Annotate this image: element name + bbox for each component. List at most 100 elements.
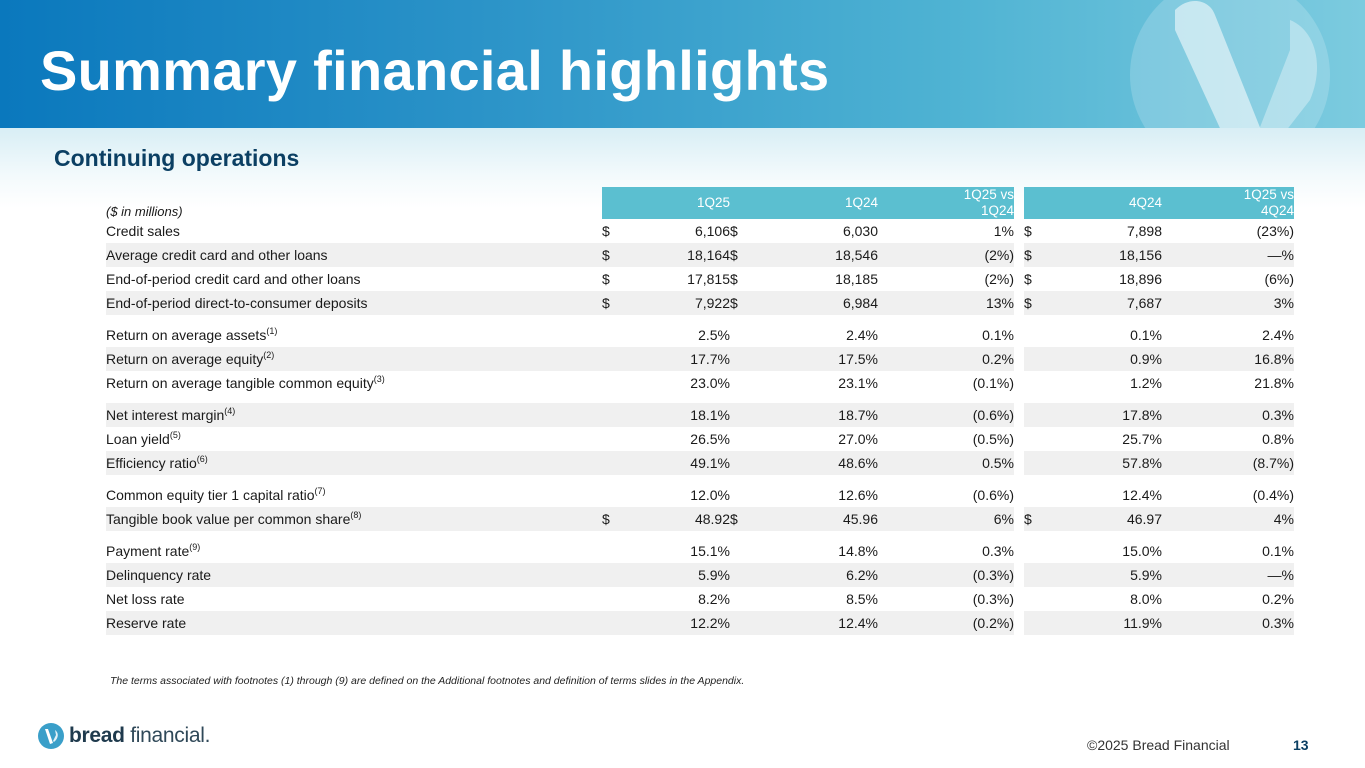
bread-financial-logo-icon xyxy=(38,723,64,749)
row-label: End-of-period direct-to-consumer deposit… xyxy=(106,291,602,315)
change-vs-4q24: 4% xyxy=(1162,507,1294,531)
change-vs-1q24: (0.2%) xyxy=(878,611,1014,635)
value-1q24: 12.6% xyxy=(838,487,878,503)
currency-symbol xyxy=(602,371,622,395)
table-row: Reserve rate 12.2% 12.4% (0.2%) 11.9% 0.3% xyxy=(106,611,1294,635)
table-row: Loan yield(5) 26.5% 27.0% (0.5%) 25.7% 0.8% xyxy=(106,427,1294,451)
value-4q24: 0.9% xyxy=(1044,347,1162,371)
currency-symbol xyxy=(730,611,750,635)
column-gap xyxy=(1014,291,1024,315)
column-gap xyxy=(1014,403,1024,427)
currency-symbol: $ xyxy=(730,507,750,531)
value-1q24: 6,984 xyxy=(750,291,878,315)
row-spacer xyxy=(106,395,1294,403)
column-gap xyxy=(1014,563,1024,587)
currency-symbol: $ xyxy=(602,223,610,239)
column-gap xyxy=(1014,483,1024,507)
change-vs-1q24: 13% xyxy=(878,291,1014,315)
currency-symbol: $ xyxy=(1024,507,1044,531)
change-vs-1q24: (2%) xyxy=(878,243,1014,267)
value-1q24: 27.0% xyxy=(838,431,878,447)
change-vs-4q24: (0.4%) xyxy=(1252,487,1294,503)
change-vs-1q24: 6% xyxy=(878,507,1014,531)
currency-symbol: $ xyxy=(1024,223,1032,239)
table-row: Common equity tier 1 capital ratio(7) 12.… xyxy=(106,483,1294,507)
currency-symbol xyxy=(1024,427,1044,451)
financial-highlights-table: ($ in millions) 1Q25 1Q24 1Q25 vs 1Q24 4Q… xyxy=(106,187,1294,635)
currency-symbol: $ xyxy=(1024,291,1044,315)
footnote-ref: (9) xyxy=(189,542,201,552)
value-1q24: 23.1% xyxy=(838,375,878,391)
currency-symbol xyxy=(730,371,750,395)
table-row: Delinquency rate 5.9% 6.2% (0.3%) 5.9% —% xyxy=(106,563,1294,587)
change-vs-1q24: (0.6%) xyxy=(878,403,1014,427)
row-spacer xyxy=(106,475,1294,483)
currency-symbol xyxy=(602,587,622,611)
column-gap xyxy=(1014,611,1024,635)
value-4q24: 15.0% xyxy=(1122,543,1162,559)
change-vs-1q24: (0.6%) xyxy=(972,487,1014,503)
row-spacer xyxy=(106,315,1294,323)
footnote-ref: (8) xyxy=(350,510,362,520)
row-label: Average credit card and other loans xyxy=(106,243,602,267)
change-vs-1q24: (0.3%) xyxy=(878,563,1014,587)
table-header-row: ($ in millions) 1Q25 1Q24 1Q25 vs 1Q24 4Q… xyxy=(106,187,1294,219)
table-row: Net loss rate 8.2% 8.5% (0.3%) 8.0% 0.2% xyxy=(106,587,1294,611)
table-row: End-of-period credit card and other loan… xyxy=(106,267,1294,291)
value-1q24: 6.2% xyxy=(750,563,878,587)
value-1q24: 12.4% xyxy=(750,611,878,635)
column-gap xyxy=(1014,427,1024,451)
column-gap xyxy=(1014,371,1024,395)
value-1q25: 48.92 xyxy=(622,507,730,531)
change-vs-1q24: 0.1% xyxy=(982,327,1014,343)
table-row: Payment rate(9) 15.1% 14.8% 0.3% 15.0% 0.1% xyxy=(106,539,1294,563)
value-1q25: 7,922 xyxy=(622,291,730,315)
table-row: Average credit card and other loans $18,1… xyxy=(106,243,1294,267)
value-1q25: 5.9% xyxy=(622,563,730,587)
brand-wordmark: bread financial. xyxy=(69,724,211,747)
currency-symbol xyxy=(730,483,750,507)
column-header-4q24: 4Q24 xyxy=(1024,187,1162,219)
change-vs-4q24: (6%) xyxy=(1264,271,1294,287)
change-vs-4q24: 0.8% xyxy=(1262,431,1294,447)
table-row: Return on average equity(2) 17.7% 17.5% 0.2… xyxy=(106,347,1294,371)
column-gap xyxy=(1014,187,1024,219)
change-vs-4q24: 0.1% xyxy=(1262,543,1294,559)
row-spacer xyxy=(106,531,1294,539)
value-4q24: 18,156 xyxy=(1044,243,1162,267)
value-1q25: 12.2% xyxy=(622,611,730,635)
currency-symbol xyxy=(602,323,622,347)
value-4q24: 25.7% xyxy=(1122,431,1162,447)
column-gap xyxy=(1014,539,1024,563)
change-vs-4q24: 21.8% xyxy=(1254,375,1294,391)
change-vs-1q24: 1% xyxy=(993,223,1014,239)
value-1q24: 8.5% xyxy=(846,591,878,607)
currency-symbol xyxy=(602,611,622,635)
change-vs-4q24: 2.4% xyxy=(1262,327,1294,343)
currency-symbol xyxy=(1024,451,1044,475)
value-4q24: 17.8% xyxy=(1044,403,1162,427)
bread-logo-watermark-icon xyxy=(1130,0,1330,128)
column-gap xyxy=(1014,323,1024,347)
table-row: Tangible book value per common share(8) $… xyxy=(106,507,1294,531)
currency-symbol xyxy=(1024,539,1044,563)
footnote-ref: (5) xyxy=(169,430,181,440)
currency-symbol: $ xyxy=(602,271,610,287)
value-1q24: 2.4% xyxy=(846,327,878,343)
value-1q25: 6,106 xyxy=(694,223,730,239)
column-gap xyxy=(1014,587,1024,611)
row-label: Return on average tangible common equity… xyxy=(106,374,385,392)
table-row: Credit sales $6,106 $6,030 1% $7,898 (23%) xyxy=(106,219,1294,243)
header-banner: Summary financial highlights xyxy=(0,0,1365,128)
column-header-1q25: 1Q25 xyxy=(602,187,730,219)
column-gap xyxy=(1014,243,1024,267)
table-row: Net interest margin(4) 18.1% 18.7% (0.6%) 17… xyxy=(106,403,1294,427)
change-vs-1q24: (0.3%) xyxy=(972,591,1014,607)
change-vs-4q24: 3% xyxy=(1162,291,1294,315)
row-label: End-of-period credit card and other loan… xyxy=(106,271,361,287)
currency-symbol xyxy=(602,347,622,371)
value-1q25: 8.2% xyxy=(698,591,730,607)
column-gap xyxy=(1014,451,1024,475)
row-label: Reserve rate xyxy=(106,611,602,635)
currency-symbol xyxy=(1024,323,1044,347)
